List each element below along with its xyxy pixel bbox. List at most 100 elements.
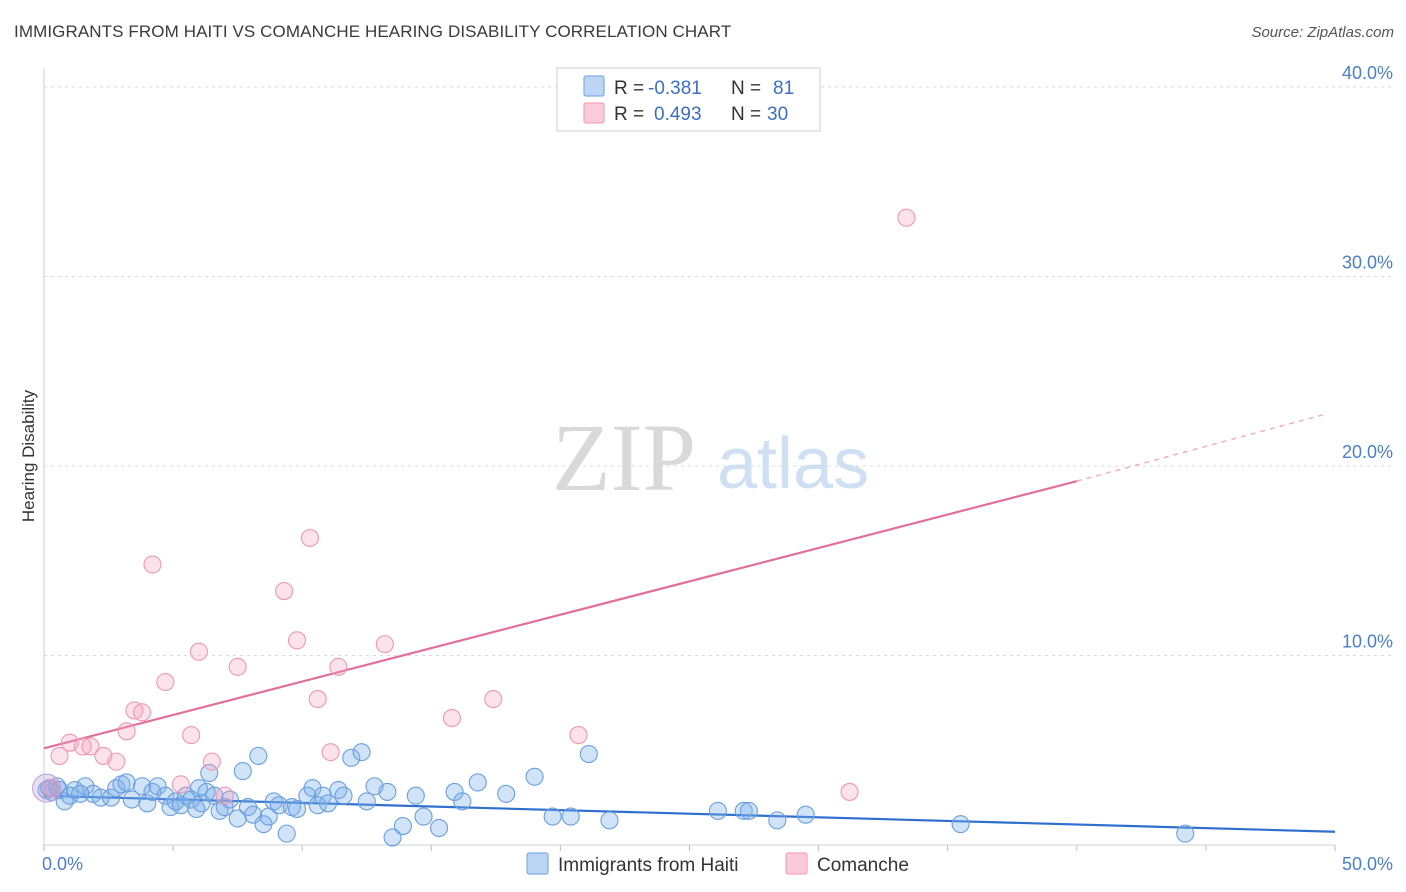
point-haiti-58 <box>393 816 412 836</box>
trendline-comanche <box>43 480 1078 750</box>
point-haiti-50 <box>329 780 348 800</box>
point-comanche-10 <box>156 672 175 692</box>
point-haiti-19 <box>156 786 175 805</box>
watermark-zip: ZIP <box>552 404 696 511</box>
bottom-legend-label-haiti: Immigrants from Haiti <box>558 855 739 876</box>
point-haiti-68 <box>561 807 580 826</box>
point-haiti-65 <box>497 784 516 803</box>
point-haiti-63 <box>453 792 472 811</box>
point-haiti-28 <box>200 763 219 783</box>
axis-layer <box>43 68 1335 846</box>
point-haiti-72 <box>734 801 753 820</box>
chart-title: IMMIGRANTS FROM HAITI VS COMANCHE HEARIN… <box>14 22 732 41</box>
point-haiti-52 <box>342 748 361 767</box>
legend-n-label-1: N = <box>731 78 761 99</box>
point-comanche-20 <box>308 690 327 709</box>
x-tick-label-max: 50.0% <box>1342 854 1393 874</box>
point-haiti-59 <box>406 786 425 805</box>
point-haiti-67 <box>543 807 562 826</box>
point-comanche-2 <box>73 737 92 756</box>
point-comanche-13 <box>189 642 208 661</box>
point-comanche-9 <box>143 555 162 574</box>
point-haiti-33 <box>228 809 247 828</box>
point-haiti-62 <box>445 782 464 801</box>
point-haiti-51 <box>334 786 353 805</box>
point-comanche-16 <box>228 657 247 676</box>
legend-n-label-2: N = <box>731 104 761 125</box>
point-haiti-71 <box>708 801 727 820</box>
point-comanche-11 <box>171 775 190 794</box>
point-comanche-3 <box>81 737 100 756</box>
correlation-legend: R = -0.381 N = 81 R = 0.493 N = 30 <box>556 67 821 132</box>
point-comanche-15 <box>215 786 234 805</box>
point-comanche-25 <box>484 690 503 709</box>
point-haiti-56 <box>378 782 397 801</box>
point-haiti-60 <box>414 807 433 826</box>
y-tick-label-30: 30.0% <box>1342 252 1393 272</box>
point-comanche-21 <box>321 743 340 762</box>
legend-n-value-1: 81 <box>773 78 794 99</box>
points-layer <box>32 208 1195 847</box>
point-comanche-8 <box>133 703 152 722</box>
point-comanche-12 <box>182 726 201 745</box>
y-axis-label: Hearing Disability <box>19 389 38 522</box>
point-haiti-64 <box>468 773 487 792</box>
point-haiti-73 <box>739 801 758 820</box>
legend-swatch-comanche <box>583 102 605 124</box>
y-tick-label-20: 20.0% <box>1342 442 1393 462</box>
point-haiti-75 <box>796 805 815 824</box>
point-haiti-49 <box>318 794 338 813</box>
point-haiti-34 <box>233 762 252 781</box>
point-haiti-66 <box>525 767 544 786</box>
point-haiti-70 <box>600 811 619 830</box>
point-haiti-77 <box>1176 824 1195 843</box>
point-comanche-19 <box>300 528 319 548</box>
point-haiti-14 <box>122 790 141 809</box>
point-origin-cluster <box>32 773 62 803</box>
legend-swatch-haiti <box>583 75 605 97</box>
point-comanche-17 <box>275 582 294 601</box>
bottom-legend-swatch-comanche <box>785 852 808 875</box>
point-haiti-57 <box>383 828 402 847</box>
point-haiti-54 <box>357 792 376 811</box>
point-haiti-46 <box>303 779 322 798</box>
point-comanche-28 <box>897 208 916 227</box>
trendline-haiti <box>43 794 1336 833</box>
point-haiti-18 <box>148 777 167 796</box>
point-comanche-14 <box>202 752 221 771</box>
point-haiti-69 <box>579 744 598 764</box>
bottom-legend-label-comanche: Comanche <box>817 855 909 876</box>
point-haiti-15 <box>133 777 152 796</box>
legend-r-label-1: R = <box>614 78 644 99</box>
legend-r-label-2: R = <box>614 104 644 125</box>
tick-layer: 10.0% 20.0% 30.0% 40.0% 0.0% 50.0% <box>42 63 1393 874</box>
bottom-legend-swatch-haiti <box>526 852 549 875</box>
trend-layer <box>43 414 1336 833</box>
point-haiti-4 <box>55 792 74 811</box>
x-tick-label-min: 0.0% <box>42 854 83 874</box>
point-comanche-27 <box>840 782 859 801</box>
point-haiti-10 <box>102 788 121 807</box>
grid-layer <box>43 86 1395 851</box>
point-haiti-22 <box>171 796 190 815</box>
point-haiti-37 <box>249 746 268 765</box>
point-comanche-24 <box>442 708 462 728</box>
point-comanche-23 <box>375 635 394 654</box>
point-comanche-5 <box>107 752 126 771</box>
point-haiti-79 <box>71 784 90 803</box>
point-comanche-18 <box>287 631 307 650</box>
point-comanche-22 <box>329 657 348 676</box>
series-legend: Immigrants from Haiti Comanche <box>526 852 909 876</box>
point-haiti-74 <box>768 811 787 830</box>
point-comanche-6 <box>117 722 136 741</box>
watermark-atlas: atlas <box>717 424 869 504</box>
point-haiti-44 <box>287 799 307 819</box>
point-haiti-42 <box>277 824 296 843</box>
point-haiti-80 <box>187 799 206 819</box>
point-haiti-13 <box>117 773 136 792</box>
trendline-comanche-extension <box>1076 414 1324 482</box>
y-tick-label-10: 10.0% <box>1342 631 1393 651</box>
legend-r-value-1: -0.381 <box>648 78 702 99</box>
point-haiti-53 <box>352 743 371 762</box>
